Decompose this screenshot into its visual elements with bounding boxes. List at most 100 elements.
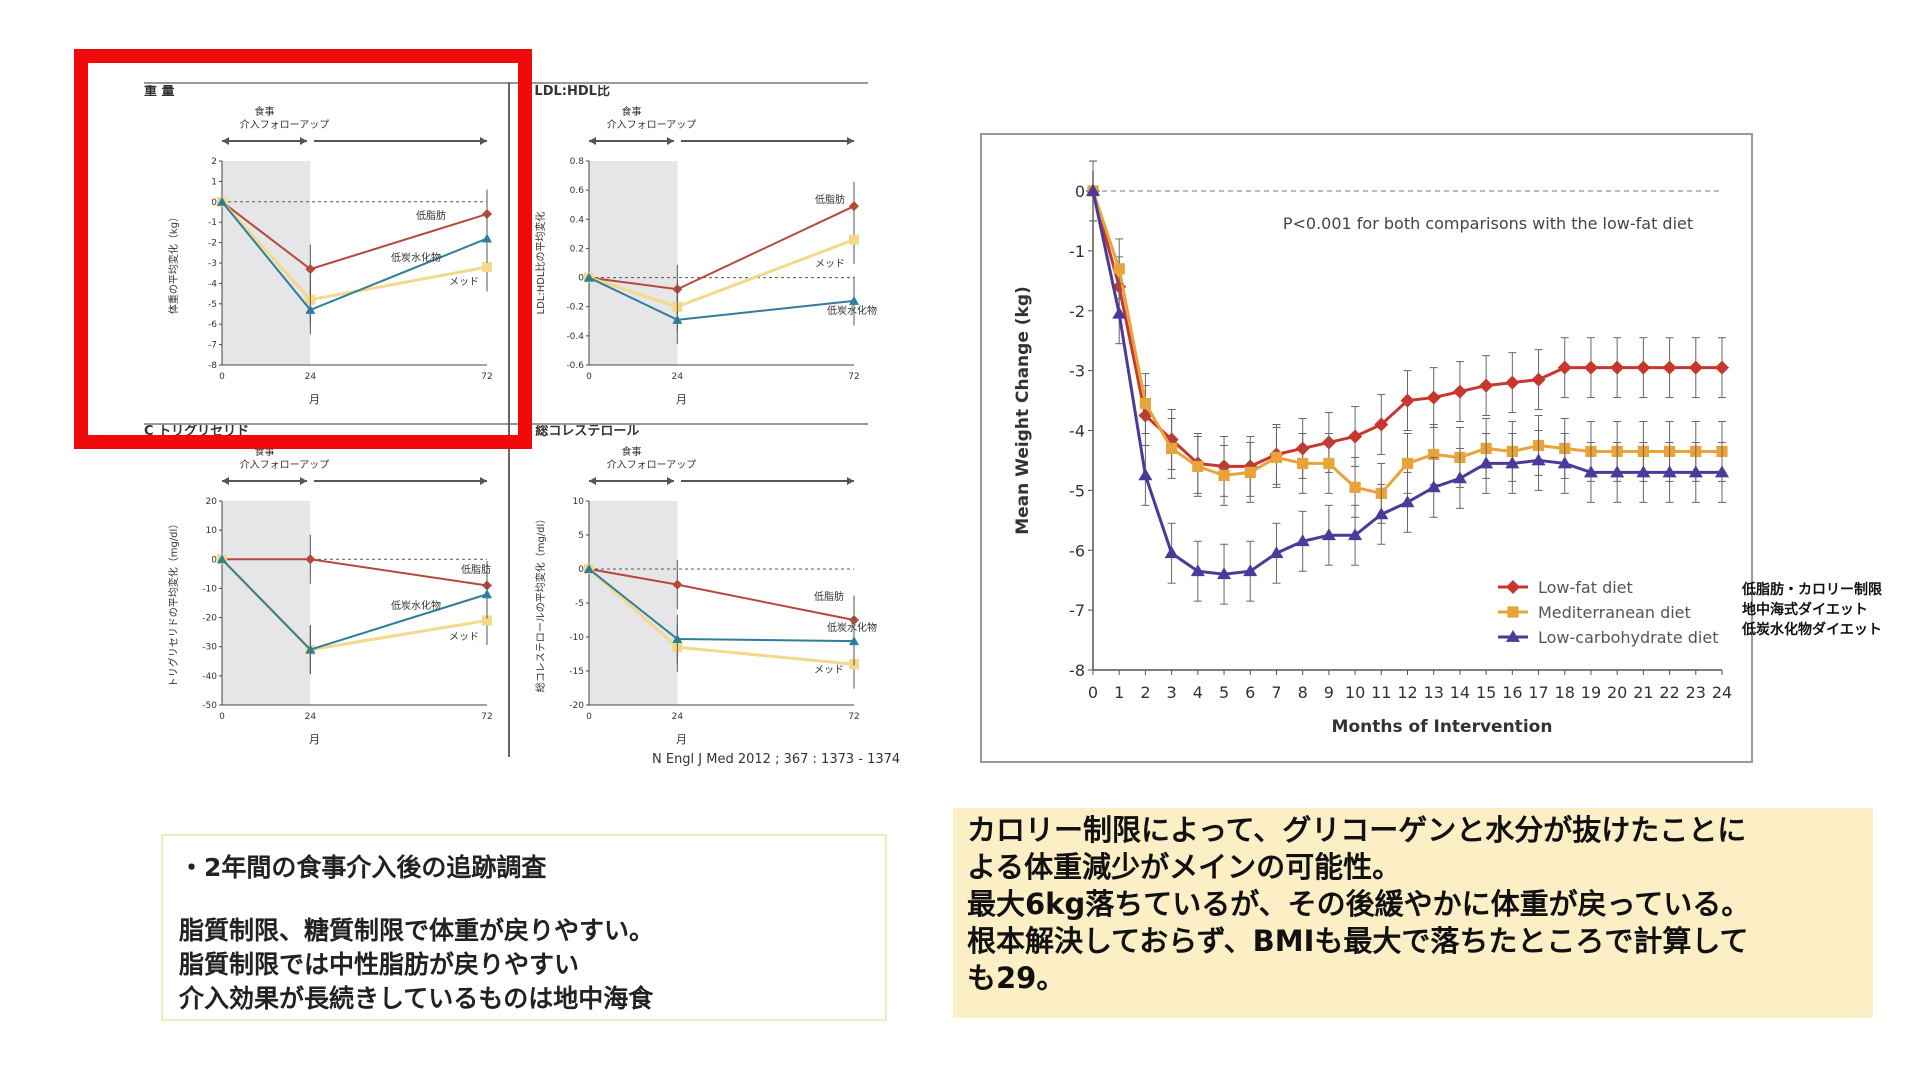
y-tick-label: -7 [1069,601,1085,620]
y-tick-label: -10 [569,633,584,643]
data-point-square [482,615,492,626]
data-point-triangle [1243,564,1258,577]
jp-legend-low-carb: 低炭水化物ダイエット [1742,622,1882,638]
y-tick-label: 20 [206,497,218,507]
arrowhead-icon [480,477,487,485]
legend-marker-square [1507,606,1519,618]
japanese-legend: 低脂肪・カロリー制限 地中海式ダイエット 低炭水化物ダイエット [1742,580,1882,640]
y-tick-label: -50 [202,701,217,711]
data-point-triangle [672,634,683,644]
y-tick-label: 0 [578,274,584,284]
data-point-triangle [1715,465,1729,478]
data-point-triangle [1269,546,1284,559]
legend-label: Mediterranean diet [1538,603,1691,622]
x-axis-label: 月 [309,393,320,406]
data-point-diamond [1479,378,1494,393]
x-tick-label: 7 [1271,683,1281,702]
x-tick-label: 0 [219,712,225,722]
y-tick-label: -0.4 [566,332,584,342]
highlight-box [74,49,532,449]
data-point-square [482,262,492,273]
data-point-triangle [584,272,594,282]
data-point-square [1428,448,1440,461]
data-point-triangle [1479,456,1494,469]
data-point-triangle [217,196,227,206]
y-tick-label: -1 [208,218,217,228]
data-point-diamond [1583,360,1598,375]
x-tick-label: 72 [481,372,492,382]
data-point-triangle [1452,471,1467,484]
series-label-med: メッド [449,277,479,288]
y-tick-label: -3 [208,259,217,269]
x-tick-label: 22 [1659,683,1679,702]
panel-title: D 総コレステロール [520,425,639,439]
y-tick-label: 2 [211,157,217,167]
mean-weight-change-chart: 0-1-2-3-4-5-6-7-80 1 2 3 4 5 6 7 8 9 10 11 12 13 14 15 1… [980,133,1753,763]
x-tick-label: 9 [1324,683,1334,702]
data-point-triangle [1138,468,1153,481]
y-tick-label: 0 [211,198,217,208]
commentary-line: よる体重減少がメインの可能性。 [967,850,1402,884]
data-point-diamond [1715,360,1729,375]
y-axis-label: 体重の平均変化（kg） [167,212,180,314]
x-axis-label: 月 [676,393,687,406]
y-tick-label: -0.6 [566,361,584,371]
y-tick-label: -8 [1069,661,1085,680]
data-point-diamond [1505,375,1520,390]
y-tick-label: -5 [1069,481,1085,500]
x-tick-label: 3 [1167,683,1177,702]
y-tick-label: -8 [208,361,217,371]
summary-heading: ・2年間の食事介入後の追跡調査 [179,853,547,882]
series-label-low_fat: 低脂肪 [461,563,491,576]
data-point-triangle [1400,495,1415,508]
data-point-triangle [1190,564,1205,577]
data-point-square [1192,460,1204,473]
y-tick-label: -15 [569,667,584,677]
intervention-shade [589,161,678,365]
y-tick-label: 10 [573,497,585,507]
commentary-line: も29。 [967,961,1066,995]
data-point-diamond [305,264,316,275]
data-point-triangle [1295,534,1310,547]
data-point-triangle [849,295,859,305]
intervention-shade [222,161,311,365]
series-label-med: メッド [449,632,479,643]
commentary-line: カロリー制限によって、グリコーゲンと水分が抜けたことに [967,813,1747,847]
data-point-diamond [1426,390,1441,405]
y-tick-label: -4 [208,279,217,289]
data-point-diamond [1610,360,1625,375]
x-axis-label: 月 [676,733,687,746]
y-axis-label: Mean Weight Change (kg) [1013,286,1033,535]
y-tick-label: 0.6 [570,186,585,196]
panel-title: B LDL:HDL比 [520,85,610,99]
data-point-square [1113,263,1125,275]
legend-label: Low-carbohydrate diet [1538,628,1718,647]
data-point-triangle [849,636,859,646]
y-tick-label: 10 [206,526,218,536]
y-axis-label: 総コレステロールの平均変化（mg/dl） [534,514,547,693]
data-point-diamond [1452,384,1467,399]
data-point-triangle [1112,306,1127,319]
data-point-square [1297,457,1309,470]
data-point-diamond [1662,360,1677,375]
x-tick-label: 0 [1088,683,1098,702]
data-point-diamond [1400,393,1415,408]
citation: N Engl J Med 2012 ; 367 : 1373 - 1374 [652,752,901,767]
legend-marker-triangle [1506,630,1520,642]
x-tick-label: 72 [481,712,492,722]
data-point-square [849,234,859,245]
y-tick-label: -2 [1069,302,1085,321]
series-label-med: メッド [815,259,845,270]
data-point-square [1139,397,1152,410]
x-tick-label: 16 [1502,683,1522,702]
arrowhead-icon [847,137,854,145]
figure-top-rule [144,82,868,84]
x-tick-label: 23 [1686,683,1706,702]
x-axis-label: 月 [309,733,320,746]
x-tick-label: 24 [305,712,317,722]
data-point-square [1218,469,1230,482]
y-axis-label: LDL:HDL比の平均変化 [534,211,547,314]
panel-title: 重 量 [144,85,175,99]
